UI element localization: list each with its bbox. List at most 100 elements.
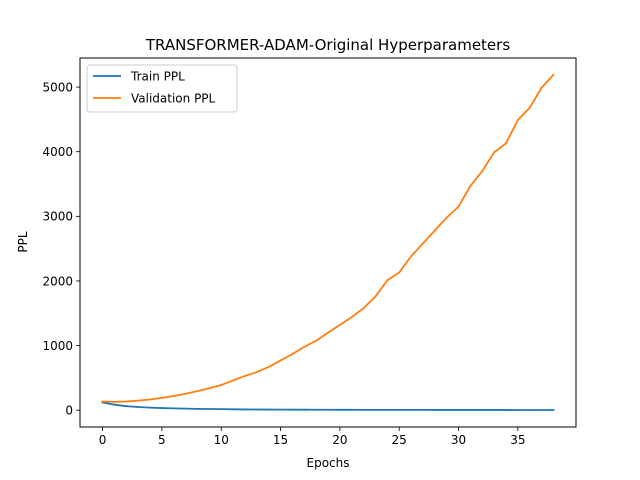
- data-point: [469, 409, 472, 411]
- data-point: [244, 408, 246, 411]
- data-point: [149, 398, 151, 401]
- data-point: [552, 73, 555, 76]
- data-point: [196, 390, 199, 393]
- data-point: [125, 405, 128, 408]
- data-point: [208, 408, 211, 410]
- y-axis-label: PPL: [16, 231, 30, 252]
- data-point: [149, 406, 151, 409]
- data-point: [362, 307, 365, 309]
- data-point: [303, 345, 306, 348]
- data-point: [422, 242, 424, 245]
- data-point: [232, 408, 234, 411]
- legend-label-validation: Validation PPL: [131, 92, 216, 106]
- data-point: [196, 407, 199, 410]
- x-tick-label: 5: [158, 433, 166, 447]
- data-point: [362, 408, 365, 411]
- data-point: [338, 408, 341, 411]
- data-point: [267, 408, 270, 411]
- legend-label-train: Train PPL: [130, 70, 185, 84]
- data-point: [255, 371, 258, 373]
- data-point: [303, 408, 306, 411]
- series-points-train-ppl: [101, 401, 555, 411]
- data-point: [350, 408, 353, 411]
- data-point: [137, 399, 140, 402]
- data-point: [374, 408, 377, 411]
- data-point: [422, 409, 424, 411]
- data-point: [493, 151, 496, 154]
- x-axis-label: Epochs: [307, 456, 350, 470]
- data-point: [327, 331, 329, 334]
- data-point: [101, 400, 104, 403]
- x-tick-label: 35: [510, 433, 525, 447]
- data-point: [172, 407, 175, 410]
- x-axis-ticks: 0 5 10 15 20 25 30 35: [99, 427, 525, 447]
- data-point: [244, 375, 246, 377]
- data-point: [350, 316, 353, 319]
- data-point: [398, 408, 401, 411]
- x-tick-label: 25: [392, 433, 407, 447]
- y-axis-ticks: 0 1000 2000 3000 4000 5000: [42, 80, 80, 417]
- data-point: [516, 409, 519, 411]
- data-point: [315, 339, 318, 342]
- data-point: [445, 216, 448, 219]
- data-point: [184, 407, 187, 410]
- series-layer: [101, 73, 555, 411]
- data-point: [505, 409, 507, 411]
- data-point: [386, 279, 389, 282]
- data-point: [220, 384, 223, 386]
- data-point: [540, 409, 543, 411]
- data-point: [279, 359, 282, 362]
- y-tick-label: 3000: [42, 210, 73, 224]
- x-tick-label: 0: [99, 433, 107, 447]
- data-point: [208, 387, 211, 390]
- data-point: [469, 185, 472, 187]
- y-tick-label: 5000: [42, 80, 73, 94]
- x-tick-label: 30: [451, 433, 466, 447]
- data-point: [493, 409, 496, 411]
- data-point: [457, 409, 460, 411]
- data-point: [315, 408, 318, 411]
- data-point: [255, 408, 258, 411]
- y-tick-label: 4000: [42, 145, 73, 159]
- data-point: [552, 409, 555, 411]
- series-points-validation-ppl: [101, 73, 555, 403]
- data-point: [220, 408, 223, 411]
- data-point: [445, 409, 448, 411]
- y-tick-label: 0: [65, 403, 73, 417]
- data-point: [232, 379, 234, 382]
- axes-frame: [79, 57, 577, 428]
- data-point: [528, 409, 531, 411]
- data-point: [481, 409, 484, 411]
- legend: Train PPL Validation PPL: [86, 64, 238, 113]
- data-point: [172, 395, 175, 397]
- data-point: [540, 86, 543, 89]
- data-point: [137, 406, 140, 408]
- legend-box: [86, 64, 238, 113]
- data-point: [481, 170, 484, 172]
- data-point: [386, 408, 389, 411]
- data-point: [410, 409, 412, 411]
- data-point: [505, 142, 507, 145]
- data-point: [125, 400, 128, 403]
- chart-title: TRANSFORMER-ADAM-Original Hyperparameter…: [145, 36, 510, 54]
- data-point: [160, 407, 163, 409]
- data-point: [267, 366, 270, 368]
- data-point: [291, 353, 294, 355]
- data-point: [338, 323, 341, 326]
- y-tick-label: 2000: [42, 274, 73, 288]
- data-point: [457, 205, 460, 208]
- data-point: [433, 409, 436, 411]
- data-point: [528, 106, 531, 109]
- data-point: [279, 408, 282, 411]
- data-point: [184, 392, 187, 395]
- data-point: [410, 255, 412, 258]
- data-point: [516, 119, 519, 121]
- x-tick-label: 15: [273, 433, 288, 447]
- x-tick-label: 20: [332, 433, 347, 447]
- data-point: [160, 397, 163, 399]
- data-point: [113, 400, 116, 403]
- data-point: [398, 271, 401, 274]
- plot-area: 0 5 10 15 20 25 30 35 0 1000 2000 3000 4000 5000: [42, 57, 577, 447]
- data-point: [327, 408, 329, 411]
